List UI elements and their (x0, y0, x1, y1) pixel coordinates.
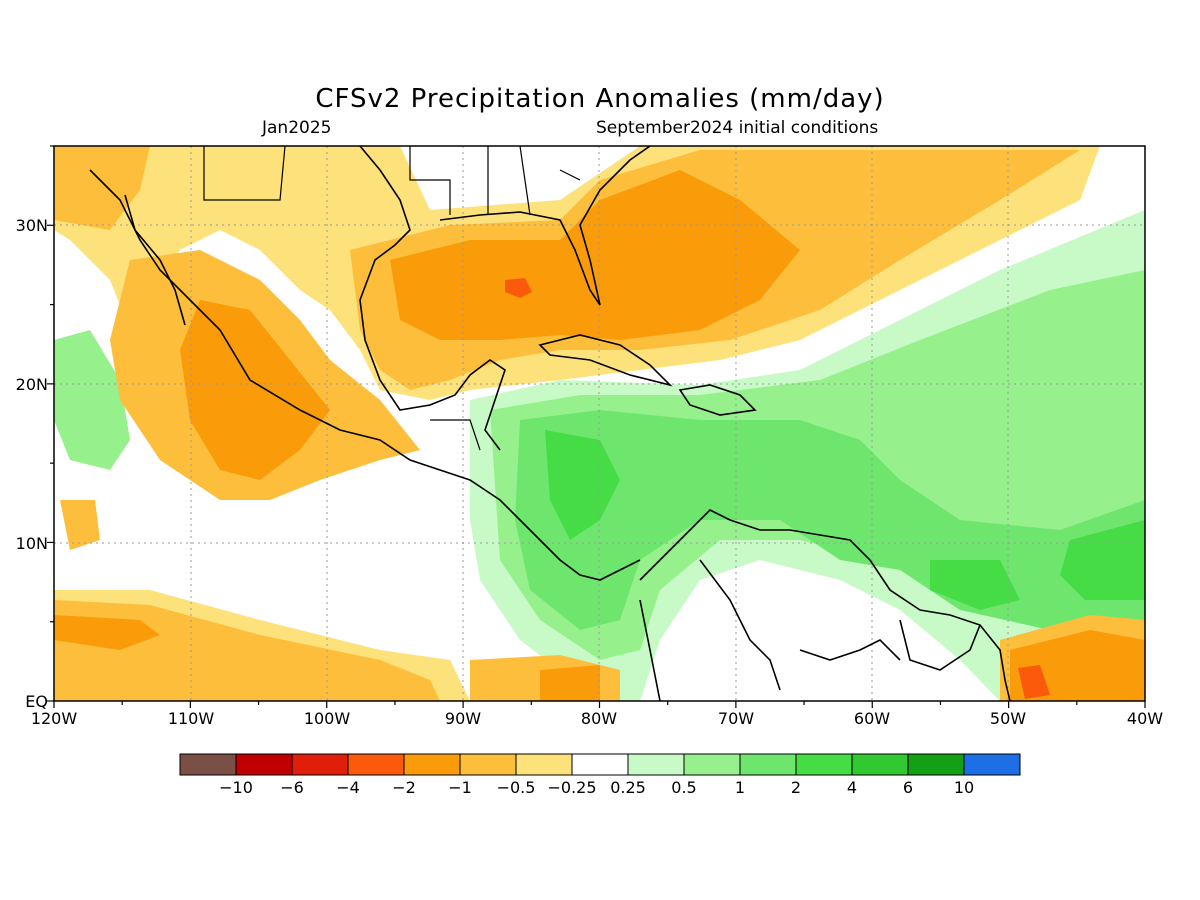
colorbar-swatch (627, 753, 685, 776)
negative-anomaly-region (60, 500, 100, 550)
negative-anomaly-region (54, 146, 150, 230)
colorbar-swatch (739, 753, 797, 776)
lon-label: 60W (854, 709, 890, 728)
lat-label: 10N (16, 534, 48, 553)
colorbar-label: −0.5 (497, 778, 536, 797)
lon-label: 90W (445, 709, 481, 728)
colorbar-swatch (459, 753, 517, 776)
colorbar-label: −4 (336, 778, 360, 797)
longitude-labels: 120W 110W 100W 90W 80W 70W 60W 50W 40W (31, 709, 1163, 728)
colorbar-swatch (515, 753, 573, 776)
colorbar-swatch (347, 753, 405, 776)
colorbar-label: −6 (280, 778, 304, 797)
negative-anomaly-region (180, 300, 330, 480)
colorbar-swatch (795, 753, 853, 776)
colorbar-label: 0.25 (610, 778, 646, 797)
negative-anomaly-region (390, 170, 800, 340)
colorbar-label: −1 (448, 778, 472, 797)
lon-label: 120W (31, 709, 78, 728)
colorbar-label: 6 (903, 778, 913, 797)
colorbar-label: 10 (954, 778, 974, 797)
anomaly-field (54, 146, 1145, 701)
colorbar-swatch (907, 753, 965, 776)
colorbar-labels: −10 −6 −4 −2 −1 −0.5 −0.25 0.25 0.5 1 2 4 6 10 (219, 778, 974, 797)
lon-label: 80W (581, 709, 617, 728)
colorbar-swatch (235, 753, 293, 776)
lat-label: 20N (16, 375, 48, 394)
colorbar-swatch (179, 753, 237, 776)
positive-anomaly-region (545, 430, 620, 540)
colorbar (179, 753, 1021, 776)
colorbar-swatch (851, 753, 909, 776)
country-borders (203, 146, 581, 451)
colorbar-swatch (963, 753, 1021, 776)
colorbar-swatch (403, 753, 461, 776)
colorbar-swatch (571, 753, 629, 776)
colorbar-label: −2 (392, 778, 416, 797)
negative-anomaly-region (54, 615, 160, 650)
positive-anomaly-region (930, 560, 1020, 610)
lon-label: 100W (304, 709, 351, 728)
lat-label: EQ (25, 692, 48, 711)
negative-anomaly-region (54, 600, 440, 701)
colorbar-label: 1 (735, 778, 745, 797)
colorbar-label: −10 (219, 778, 253, 797)
lon-label: 70W (718, 709, 754, 728)
colorbar-label: 2 (791, 778, 801, 797)
colorbar-label: 0.5 (671, 778, 696, 797)
colorbar-label: 4 (847, 778, 857, 797)
valid-month-label: Jan2025 (262, 118, 332, 138)
positive-anomaly-region (54, 330, 130, 470)
coastlines (89, 146, 1011, 701)
chart-title: CFSv2 Precipitation Anomalies (mm/day) (315, 84, 885, 114)
lon-label: 50W (990, 709, 1026, 728)
colorbar-swatch (291, 753, 349, 776)
colorbar-label: −0.25 (547, 778, 596, 797)
negative-anomaly-region (540, 665, 600, 701)
negative-anomaly-region (505, 278, 532, 298)
positive-anomaly-region (1060, 520, 1145, 600)
lat-label: 30N (16, 216, 48, 235)
negative-anomaly-region (1018, 665, 1050, 699)
colorbar-swatch (683, 753, 741, 776)
lon-label: 40W (1127, 709, 1163, 728)
latitude-labels: EQ 10N 20N 30N (16, 216, 48, 711)
initial-conditions-label: September2024 initial conditions (596, 118, 879, 138)
lon-label: 110W (168, 709, 215, 728)
